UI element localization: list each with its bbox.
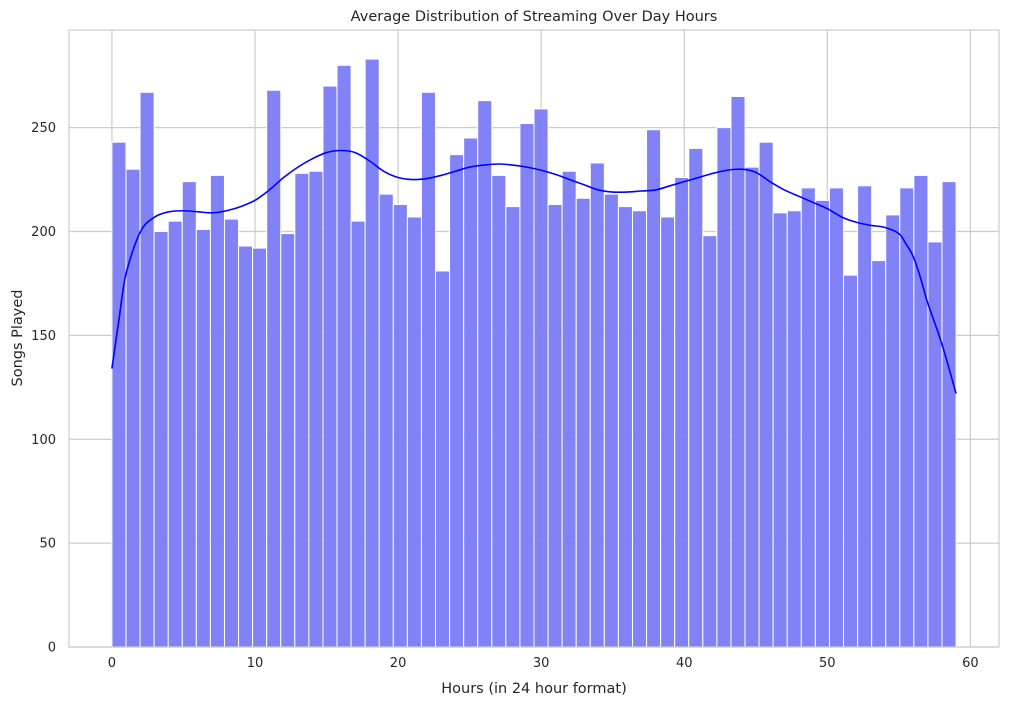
histogram-bar	[294, 172, 310, 648]
y-tick-label: 0	[48, 641, 56, 656]
y-tick-label: 150	[31, 329, 56, 344]
histogram-bar	[223, 218, 240, 648]
histogram-bar	[716, 127, 732, 648]
histogram-bar	[688, 147, 704, 648]
y-tick-label: 100	[31, 433, 56, 448]
chart-title: Average Distribution of Streaming Over D…	[351, 9, 718, 25]
histogram-bar	[857, 185, 873, 648]
histogram-bar	[139, 91, 155, 648]
plot-frame	[68, 29, 1000, 648]
histogram-bar	[828, 187, 845, 648]
histogram-bar	[153, 231, 169, 648]
y-tick-label: 50	[39, 537, 56, 552]
histogram-bar	[336, 64, 352, 648]
histogram-bar	[420, 91, 437, 648]
x-tick-label: 10	[247, 656, 264, 671]
histogram-bar	[491, 174, 507, 648]
histogram-bar	[617, 206, 633, 648]
histogram-bar	[575, 197, 591, 648]
histogram-bar	[631, 210, 648, 648]
histogram-bar	[195, 228, 211, 648]
histogram-bar	[800, 187, 816, 648]
histogram-bar	[463, 137, 479, 648]
histogram-bar	[111, 141, 127, 648]
histogram-bar	[589, 162, 605, 648]
histogram-bar	[927, 241, 943, 648]
histogram-bar	[843, 274, 859, 648]
x-tick-label: 40	[676, 656, 693, 671]
histogram-bar	[533, 108, 549, 648]
histogram-bar	[378, 193, 394, 648]
histogram-bar	[364, 58, 380, 648]
histogram-bar	[449, 154, 465, 648]
histogram-bar	[871, 260, 887, 648]
histogram-bar	[125, 168, 141, 648]
x-axis-label: Hours (in 24 hour format)	[441, 681, 627, 697]
histogram-bar	[519, 122, 535, 648]
histogram-bar	[885, 214, 901, 648]
histogram-bar	[167, 220, 183, 648]
histogram-bar	[899, 187, 915, 648]
histogram-bar	[308, 170, 324, 648]
histogram-bar	[772, 212, 788, 648]
x-tick-label: 50	[819, 656, 836, 671]
x-tick-label: 0	[108, 656, 116, 671]
x-tick-label: 20	[390, 656, 407, 671]
y-tick-label: 250	[31, 121, 56, 136]
histogram-bar	[477, 100, 493, 648]
histogram-bar	[406, 216, 422, 648]
y-tick-label: 200	[31, 225, 56, 240]
histogram-bar	[238, 245, 254, 648]
y-tick-labels: 0 50 100 150 200 250	[31, 121, 56, 655]
histogram-bar	[913, 174, 929, 648]
histogram-bar	[603, 193, 619, 648]
histogram-bar	[758, 141, 774, 648]
kde-curve	[111, 149, 957, 394]
histogram-bar	[660, 216, 676, 648]
histogram-bar	[786, 210, 802, 648]
histogram-bar	[280, 233, 296, 648]
histogram-bar	[209, 174, 225, 648]
histogram-bar	[181, 181, 197, 648]
x-tick-label: 30	[533, 656, 550, 671]
histogram-bar	[252, 247, 268, 648]
x-tick-labels: 0 10 20 30 40 50 60	[108, 656, 979, 671]
histogram-bar	[702, 235, 718, 648]
histogram-bar	[674, 176, 690, 648]
histogram-bar	[561, 170, 577, 648]
histogram-bar	[435, 270, 451, 648]
histogram-bar	[646, 129, 662, 648]
histogram-bar	[350, 220, 366, 648]
histogram-bar	[730, 95, 746, 648]
x-tick-label: 60	[962, 656, 979, 671]
histogram-bar	[814, 199, 830, 648]
y-axis-label: Songs Played	[10, 290, 26, 387]
histogram-bar	[392, 204, 408, 648]
histogram-bar	[322, 85, 338, 648]
histogram-bar	[266, 89, 282, 648]
histogram-bar	[505, 206, 521, 648]
histogram-bar	[547, 204, 563, 648]
histogram-bar	[941, 181, 957, 648]
histogram-bar	[744, 166, 760, 648]
